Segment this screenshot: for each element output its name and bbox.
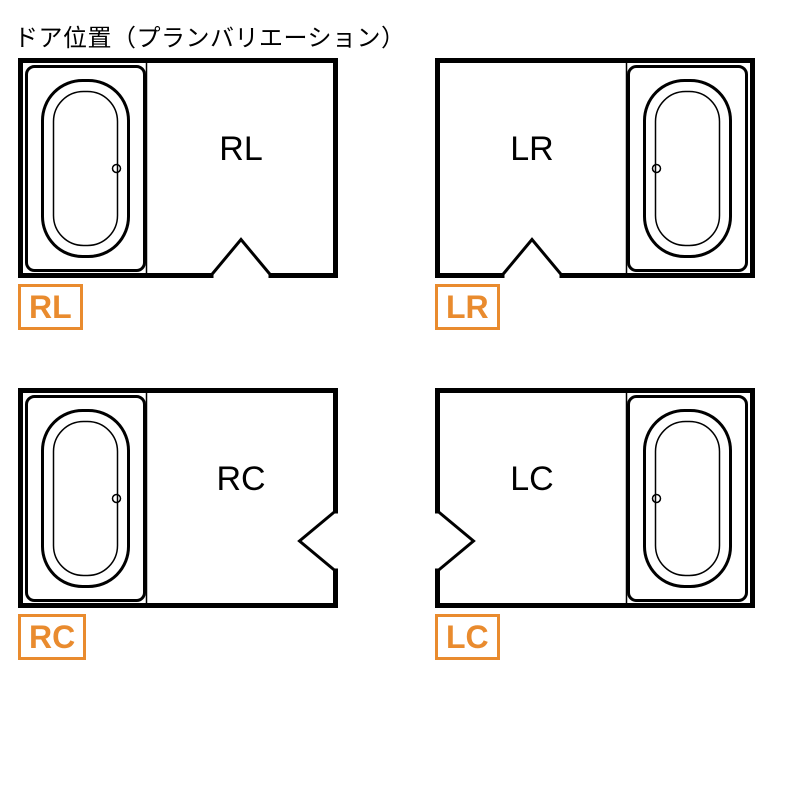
plan-label: LC [510,460,553,498]
bathtub-icon [629,397,747,601]
plan-tag-RC: RC [18,614,86,660]
plan-label: LR [510,130,553,168]
plan-cell-RL: RL RL [18,58,365,330]
door-icon [211,240,271,276]
plan-grid: RL RL LR LR RC RC LC LC [18,58,782,660]
bathtub-icon [629,67,747,271]
plan-cell-LC: LC LC [435,388,782,660]
page-title: ドア位置（プランバリエーション） [14,18,406,53]
floorplan-RL: RL [18,58,338,278]
bathtub-icon [27,397,145,601]
door-icon [438,511,474,571]
door-icon [300,511,336,571]
plan-label: RL [219,130,262,168]
plan-tag-LR: LR [435,284,500,330]
plan-label: RC [216,460,265,498]
plan-cell-LR: LR LR [435,58,782,330]
floorplan-RC: RC [18,388,338,608]
plan-tag-RL: RL [18,284,83,330]
bathtub-icon [27,67,145,271]
plan-tag-LC: LC [435,614,500,660]
floorplan-LC: LC [435,388,755,608]
plan-cell-RC: RC RC [18,388,365,660]
door-icon [502,240,562,276]
floorplan-LR: LR [435,58,755,278]
